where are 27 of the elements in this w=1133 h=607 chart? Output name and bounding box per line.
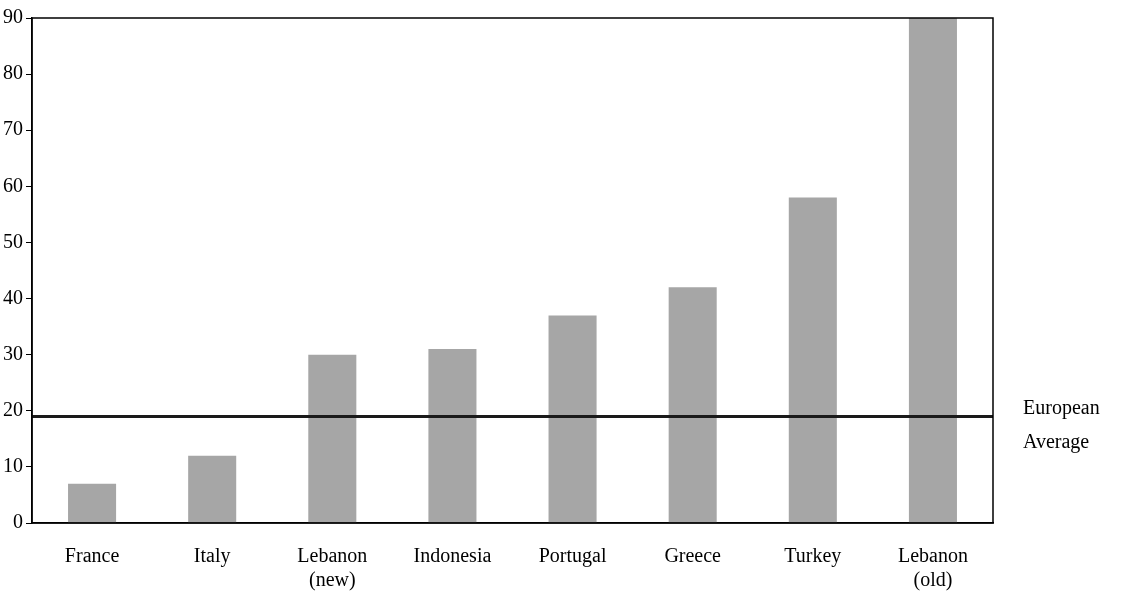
- bar: [548, 315, 597, 523]
- y-tick-label: 20: [3, 398, 23, 421]
- y-tick-label: 50: [3, 229, 23, 252]
- bar: [668, 287, 717, 523]
- x-tick-label: Greece: [664, 544, 722, 567]
- bar: [908, 18, 957, 523]
- y-tick-label: 60: [3, 173, 23, 196]
- y-tick-label: 0: [13, 510, 23, 533]
- x-tick-label: Lebanon (old): [897, 544, 968, 592]
- x-tick-label: Indonesia: [413, 544, 492, 567]
- bar: [428, 349, 477, 523]
- y-tick-label: 70: [3, 117, 23, 140]
- y-tick-label: 30: [3, 341, 23, 364]
- x-tick-label: Italy: [193, 544, 231, 568]
- bar: [788, 197, 837, 523]
- x-tick-label: Turkey: [784, 544, 842, 568]
- x-tick-label: Lebanon (new): [297, 544, 368, 592]
- ref-line-label: European Average: [1023, 395, 1100, 453]
- bar: [188, 455, 237, 523]
- y-tick-label: 40: [3, 285, 23, 308]
- bar: [68, 483, 117, 523]
- x-tick-label: France: [64, 544, 120, 567]
- y-tick-label: 90: [3, 5, 23, 28]
- y-tick-label: 10: [3, 454, 23, 477]
- x-tick-label: Portugal: [538, 544, 607, 568]
- y-tick-label: 80: [3, 61, 23, 84]
- bar: [308, 354, 357, 523]
